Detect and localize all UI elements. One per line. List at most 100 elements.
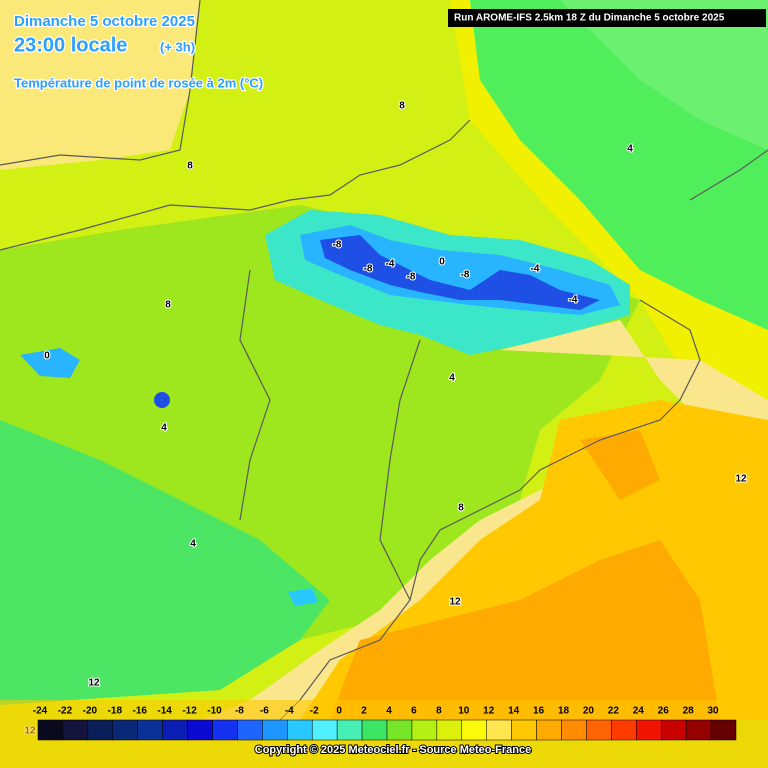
legend-tick-label: 26 — [658, 706, 670, 717]
legend-cell — [311, 719, 338, 741]
legend-tick-label: -22 — [58, 706, 73, 717]
legend-cell — [636, 719, 662, 741]
legend-tick-label: 12 — [483, 706, 495, 717]
legend-cell — [237, 719, 263, 741]
legend-tick-label: -24 — [33, 706, 48, 717]
contour-label: 12 — [88, 678, 100, 689]
legend-cell — [162, 719, 188, 741]
border-line — [379, 339, 421, 601]
green-area — [0, 420, 330, 705]
cold-area — [288, 588, 318, 606]
contour-label: -8 — [364, 264, 373, 275]
border-line — [689, 149, 768, 201]
contour-label: 4 — [161, 423, 167, 434]
legend-cell — [37, 719, 64, 741]
legend-cell — [710, 719, 737, 741]
contour-label: -8 — [333, 240, 342, 251]
cold-area — [154, 392, 170, 408]
legend-cell — [386, 719, 413, 741]
legend-cell — [536, 719, 562, 741]
offset: (+ 3h) — [160, 39, 195, 54]
legend-tick-label: 0 — [336, 706, 342, 717]
legend-tick-label: 28 — [683, 706, 695, 717]
legend-cell — [212, 719, 238, 741]
border-line — [0, 119, 471, 251]
contour-label: -8 — [407, 272, 416, 283]
contour-label: 8 — [458, 503, 464, 514]
legend-cell — [411, 719, 438, 741]
contour-label: 0 — [44, 351, 50, 362]
legend-tick-label: -2 — [310, 706, 319, 717]
legend-tick-label: 10 — [458, 706, 470, 717]
legend-tick-label: -4 — [285, 706, 294, 717]
legend-cell — [511, 719, 537, 741]
cold-area — [320, 235, 600, 310]
legend-tick-label: -14 — [157, 706, 172, 717]
cold-area — [20, 348, 80, 378]
legend-tick-label: 6 — [411, 706, 417, 717]
legend-cell — [137, 719, 163, 741]
legend-cell — [486, 719, 512, 741]
contour-label: 8 — [187, 161, 193, 172]
legend-tick-label: 4 — [386, 706, 392, 717]
legend-cell — [336, 719, 363, 741]
run-box — [448, 9, 766, 27]
legend-cell — [287, 719, 313, 741]
legend-tick-label: 2 — [361, 706, 367, 717]
contour-label: -4 — [569, 295, 578, 306]
legend-tick-label: 30 — [708, 706, 720, 717]
legend-tick-label: -6 — [260, 706, 269, 717]
contour-label: -8 — [461, 270, 470, 281]
contour-label: 0 — [439, 257, 445, 268]
contour-label: 4 — [627, 144, 633, 155]
border-line — [279, 299, 701, 721]
border-line — [239, 269, 271, 521]
contour-label: -4 — [531, 264, 540, 275]
legend-tick-label: 8 — [436, 706, 442, 717]
legend-tick-label: -18 — [108, 706, 123, 717]
legend-cell — [187, 719, 213, 741]
green-area — [560, 0, 768, 150]
legend-tick-label: -10 — [207, 706, 222, 717]
legend: -24 -22 -20 -18 -16 -14 -12 -10 -8 -6 -4 -2 0 2 4 6 8 10 1… — [33, 706, 737, 741]
legend-tick-label: -8 — [235, 706, 244, 717]
orange-area — [580, 430, 660, 500]
contour-label: 12 — [735, 474, 747, 485]
legend-cell — [361, 719, 388, 741]
legend-cell — [436, 719, 463, 741]
parameter: Température de point de rosée à 2m (°C) — [14, 75, 263, 90]
contour-label: -4 — [386, 259, 395, 270]
legend-cell — [561, 719, 587, 741]
sea-area — [0, 0, 200, 170]
time: 23:00 locale — [14, 34, 127, 56]
legend-tick-label: -20 — [83, 706, 98, 717]
contour-label: 8 — [165, 300, 171, 311]
copyright: Copyright © 2025 Meteociel.fr - Source M… — [255, 744, 531, 756]
legend-cell — [62, 719, 89, 741]
legend-cell — [112, 719, 138, 741]
legend-cell — [611, 719, 637, 741]
legend-tick-label: -12 — [182, 706, 197, 717]
contour-label: 8 — [399, 101, 405, 112]
contour-label: 4 — [190, 539, 196, 550]
legend-cell — [660, 719, 687, 741]
date: Dimanche 5 octobre 2025 — [14, 13, 195, 30]
coastline — [0, 0, 201, 166]
legend-cell — [586, 719, 612, 741]
legend-tick-label: -16 — [132, 706, 147, 717]
legend-tick-label: 18 — [558, 706, 570, 717]
legend-tick-label: 22 — [608, 706, 620, 717]
legend-cell — [87, 719, 114, 741]
orange-area — [330, 540, 720, 720]
legend-tick-label: 16 — [533, 706, 545, 717]
contour-label: 4 — [449, 373, 455, 384]
legend-tick-label: 20 — [583, 706, 595, 717]
legend-tick-label: 14 — [508, 706, 520, 717]
legend-cell — [461, 719, 487, 741]
legend-tick-label: 24 — [633, 706, 645, 717]
legend-cell — [262, 719, 288, 741]
contour-label: 12 — [449, 597, 461, 608]
run-info: Run AROME-IFS 2.5km 18 Z du Dimanche 5 o… — [454, 13, 725, 24]
legend-cell — [685, 719, 712, 741]
